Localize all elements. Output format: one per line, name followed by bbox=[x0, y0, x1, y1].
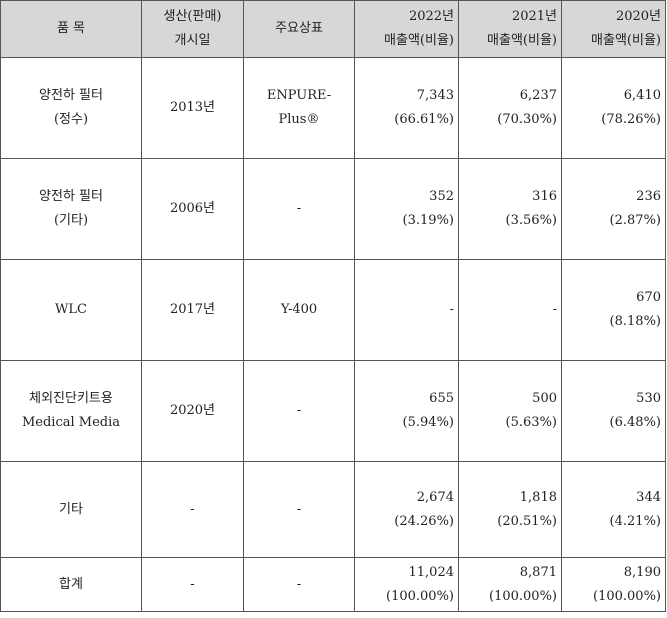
sales-2022-cell: 655 (5.94%) bbox=[354, 360, 459, 462]
item-cell: 양전하 필터 (기타) bbox=[0, 158, 142, 260]
sales-2022-cell: 7,343 (66.61%) bbox=[354, 57, 459, 159]
brand-cell: - bbox=[243, 158, 355, 260]
table-row: 기타 - - 2,674 (24.26%) 1,818 (20.51%) 344 (4… bbox=[0, 461, 666, 558]
sales-2022-cell: - bbox=[354, 259, 459, 361]
item-cell: 체외진단키트용 Medical Media bbox=[0, 360, 142, 462]
header-brand: 주요상표 bbox=[243, 0, 355, 58]
start-cell: 2017년 bbox=[141, 259, 244, 361]
sales-2020-cell: 236 (2.87%) bbox=[561, 158, 666, 260]
brand-cell: - bbox=[243, 360, 355, 462]
sales-2020-cell: 530 (6.48%) bbox=[561, 360, 666, 462]
start-cell: 2020년 bbox=[141, 360, 244, 462]
sales-2021-cell: - bbox=[458, 259, 562, 361]
table-row: 양전하 필터 (정수) 2013년 ENPURE-Plus® 7,343 (66.6… bbox=[0, 57, 666, 159]
item-cell: 합계 bbox=[0, 557, 142, 612]
sales-2022-cell: 11,024 (100.00%) bbox=[354, 557, 459, 612]
brand-cell: - bbox=[243, 461, 355, 558]
table-row: WLC 2017년 Y-400 - - 670 (8.18%) bbox=[0, 259, 666, 361]
item-cell: 기타 bbox=[0, 461, 142, 558]
brand-cell: - bbox=[243, 557, 355, 612]
header-2021: 2021년 매출액(비율) bbox=[458, 0, 562, 58]
sales-2022-cell: 352 (3.19%) bbox=[354, 158, 459, 260]
sales-2021-cell: 500 (5.63%) bbox=[458, 360, 562, 462]
sales-2020-cell: 8,190 (100.00%) bbox=[561, 557, 666, 612]
total-row: 합계 - - 11,024 (100.00%) 8,871 (100.00%) 8,… bbox=[0, 557, 666, 612]
header-item: 품 목 bbox=[0, 0, 142, 58]
item-cell: WLC bbox=[0, 259, 142, 361]
item-cell: 양전하 필터 (정수) bbox=[0, 57, 142, 159]
sales-2020-cell: 670 (8.18%) bbox=[561, 259, 666, 361]
start-cell: 2006년 bbox=[141, 158, 244, 260]
brand-cell: Y-400 bbox=[243, 259, 355, 361]
header-2022: 2022년 매출액(비율) bbox=[354, 0, 459, 58]
header-start-date: 생산(판매) 개시일 bbox=[141, 0, 244, 58]
sales-2021-cell: 8,871 (100.00%) bbox=[458, 557, 562, 612]
start-cell: 2013년 bbox=[141, 57, 244, 159]
brand-cell: ENPURE-Plus® bbox=[243, 57, 355, 159]
sales-2021-cell: 1,818 (20.51%) bbox=[458, 461, 562, 558]
sales-2022-cell: 2,674 (24.26%) bbox=[354, 461, 459, 558]
sales-2020-cell: 344 (4.21%) bbox=[561, 461, 666, 558]
start-cell: - bbox=[141, 557, 244, 612]
table-row: 체외진단키트용 Medical Media 2020년 - 655 (5.94%) … bbox=[0, 360, 666, 462]
start-cell: - bbox=[141, 461, 244, 558]
header-row: 품 목 생산(판매) 개시일 주요상표 2022년 매출액(비율) 2021년 매출액… bbox=[0, 0, 666, 58]
sales-2021-cell: 316 (3.56%) bbox=[458, 158, 562, 260]
sales-2021-cell: 6,237 (70.30%) bbox=[458, 57, 562, 159]
header-2020: 2020년 매출액(비율) bbox=[561, 0, 666, 58]
table-row: 양전하 필터 (기타) 2006년 - 352 (3.19%) 316 (3.56%)… bbox=[0, 158, 666, 260]
sales-2020-cell: 6,410 (78.26%) bbox=[561, 57, 666, 159]
